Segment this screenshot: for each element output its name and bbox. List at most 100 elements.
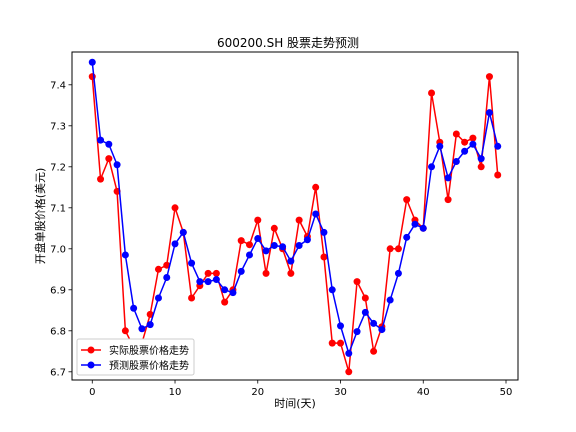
data-point-predicted [361, 308, 369, 316]
data-point-actual [361, 294, 369, 302]
data-point-actual [97, 175, 105, 183]
data-point-predicted [436, 142, 444, 150]
legend-label-predicted: 预测股票价格走势 [109, 359, 189, 372]
data-point-actual [121, 327, 129, 335]
data-point-actual [403, 196, 411, 204]
data-point-predicted [245, 251, 253, 259]
x-tick-label: 0 [89, 387, 95, 398]
data-point-actual [386, 245, 394, 253]
data-point-predicted [130, 304, 138, 312]
data-point-predicted [229, 289, 237, 297]
data-point-predicted [97, 136, 105, 144]
data-point-actual [254, 216, 262, 224]
data-point-predicted [303, 236, 311, 244]
legend: 实际股票价格走势 预测股票价格走势 [76, 338, 195, 376]
data-point-predicted [146, 321, 154, 329]
data-point-actual [477, 163, 485, 171]
data-point-actual [270, 224, 278, 232]
x-tick-label: 50 [500, 387, 513, 398]
plot-area-frame [71, 51, 519, 381]
y-tick-label: 6.8 [50, 326, 66, 337]
data-point-predicted [428, 163, 436, 171]
data-point-predicted [386, 296, 394, 304]
data-point-actual [345, 368, 353, 376]
data-point-predicted [171, 240, 179, 248]
data-point-actual [154, 265, 162, 273]
data-point-predicted [188, 259, 196, 267]
data-point-predicted [485, 109, 493, 117]
data-point-predicted [196, 278, 204, 286]
legend-marker-actual [87, 346, 95, 354]
data-point-actual [245, 241, 253, 249]
data-point-predicted [262, 247, 270, 255]
series-layer [88, 58, 502, 376]
data-point-predicted [221, 286, 229, 294]
legend-label-actual: 实际股票价格走势 [109, 344, 189, 357]
data-point-predicted [279, 243, 287, 251]
legend-marker-predicted [87, 361, 95, 369]
data-point-predicted [345, 349, 353, 357]
y-axis: 6.7 6.8 6.9 7.0 7.1 7.2 7.3 7.4 [50, 80, 72, 378]
y-tick-label: 7.2 [50, 162, 66, 173]
data-point-predicted [254, 235, 262, 243]
y-tick-label: 7.4 [50, 80, 66, 91]
data-point-actual [237, 237, 245, 245]
chart-title: 600200.SH 股票走势预测 [217, 36, 359, 50]
data-point-actual [452, 130, 460, 138]
data-point-actual [485, 73, 493, 81]
y-axis-label: 开盘单股价格(美元) [33, 168, 47, 265]
data-point-predicted [419, 224, 427, 232]
data-point-predicted [378, 326, 386, 334]
data-point-predicted [204, 278, 212, 286]
data-point-actual [353, 278, 361, 286]
data-point-actual [312, 183, 320, 191]
x-tick-label: 20 [251, 387, 264, 398]
x-tick-label: 10 [169, 387, 182, 398]
data-point-actual [444, 196, 452, 204]
data-point-predicted [411, 220, 419, 228]
data-point-actual [469, 134, 477, 142]
y-tick-label: 7.1 [50, 203, 66, 214]
x-axis: 0 10 20 30 40 50 [89, 380, 512, 398]
data-point-predicted [452, 157, 460, 165]
y-tick-label: 6.7 [50, 367, 66, 378]
data-point-predicted [121, 251, 129, 259]
data-point-predicted [320, 228, 328, 236]
data-point-actual [204, 269, 212, 277]
data-point-actual [212, 269, 220, 277]
data-point-actual [221, 298, 229, 306]
data-point-predicted [212, 276, 220, 284]
data-point-predicted [295, 242, 303, 250]
data-point-predicted [312, 210, 320, 218]
data-point-predicted [88, 58, 96, 66]
data-point-predicted [163, 274, 171, 281]
data-point-predicted [113, 161, 121, 169]
data-point-actual [328, 339, 336, 347]
series-line-predicted [91, 62, 499, 355]
y-tick-label: 7.3 [50, 121, 66, 132]
data-point-predicted [328, 286, 336, 294]
data-point-predicted [179, 228, 187, 236]
data-point-actual [287, 269, 295, 277]
data-point-predicted [138, 325, 146, 333]
data-point-actual [394, 245, 402, 253]
data-point-predicted [105, 140, 113, 148]
x-tick-label: 40 [417, 387, 430, 398]
data-point-predicted [469, 140, 477, 148]
data-point-actual [188, 294, 196, 302]
data-point-actual [320, 253, 328, 261]
data-point-predicted [403, 233, 411, 241]
data-point-predicted [287, 257, 295, 265]
data-point-predicted [353, 328, 361, 336]
x-tick-label: 30 [334, 387, 347, 398]
data-point-predicted [154, 294, 162, 302]
data-point-predicted [444, 174, 452, 182]
data-point-predicted [237, 267, 245, 275]
data-point-actual [337, 339, 345, 347]
data-point-actual [295, 216, 303, 224]
data-point-predicted [370, 319, 378, 327]
data-point-actual [461, 138, 469, 146]
data-point-actual [105, 155, 113, 163]
data-point-predicted [477, 155, 485, 163]
